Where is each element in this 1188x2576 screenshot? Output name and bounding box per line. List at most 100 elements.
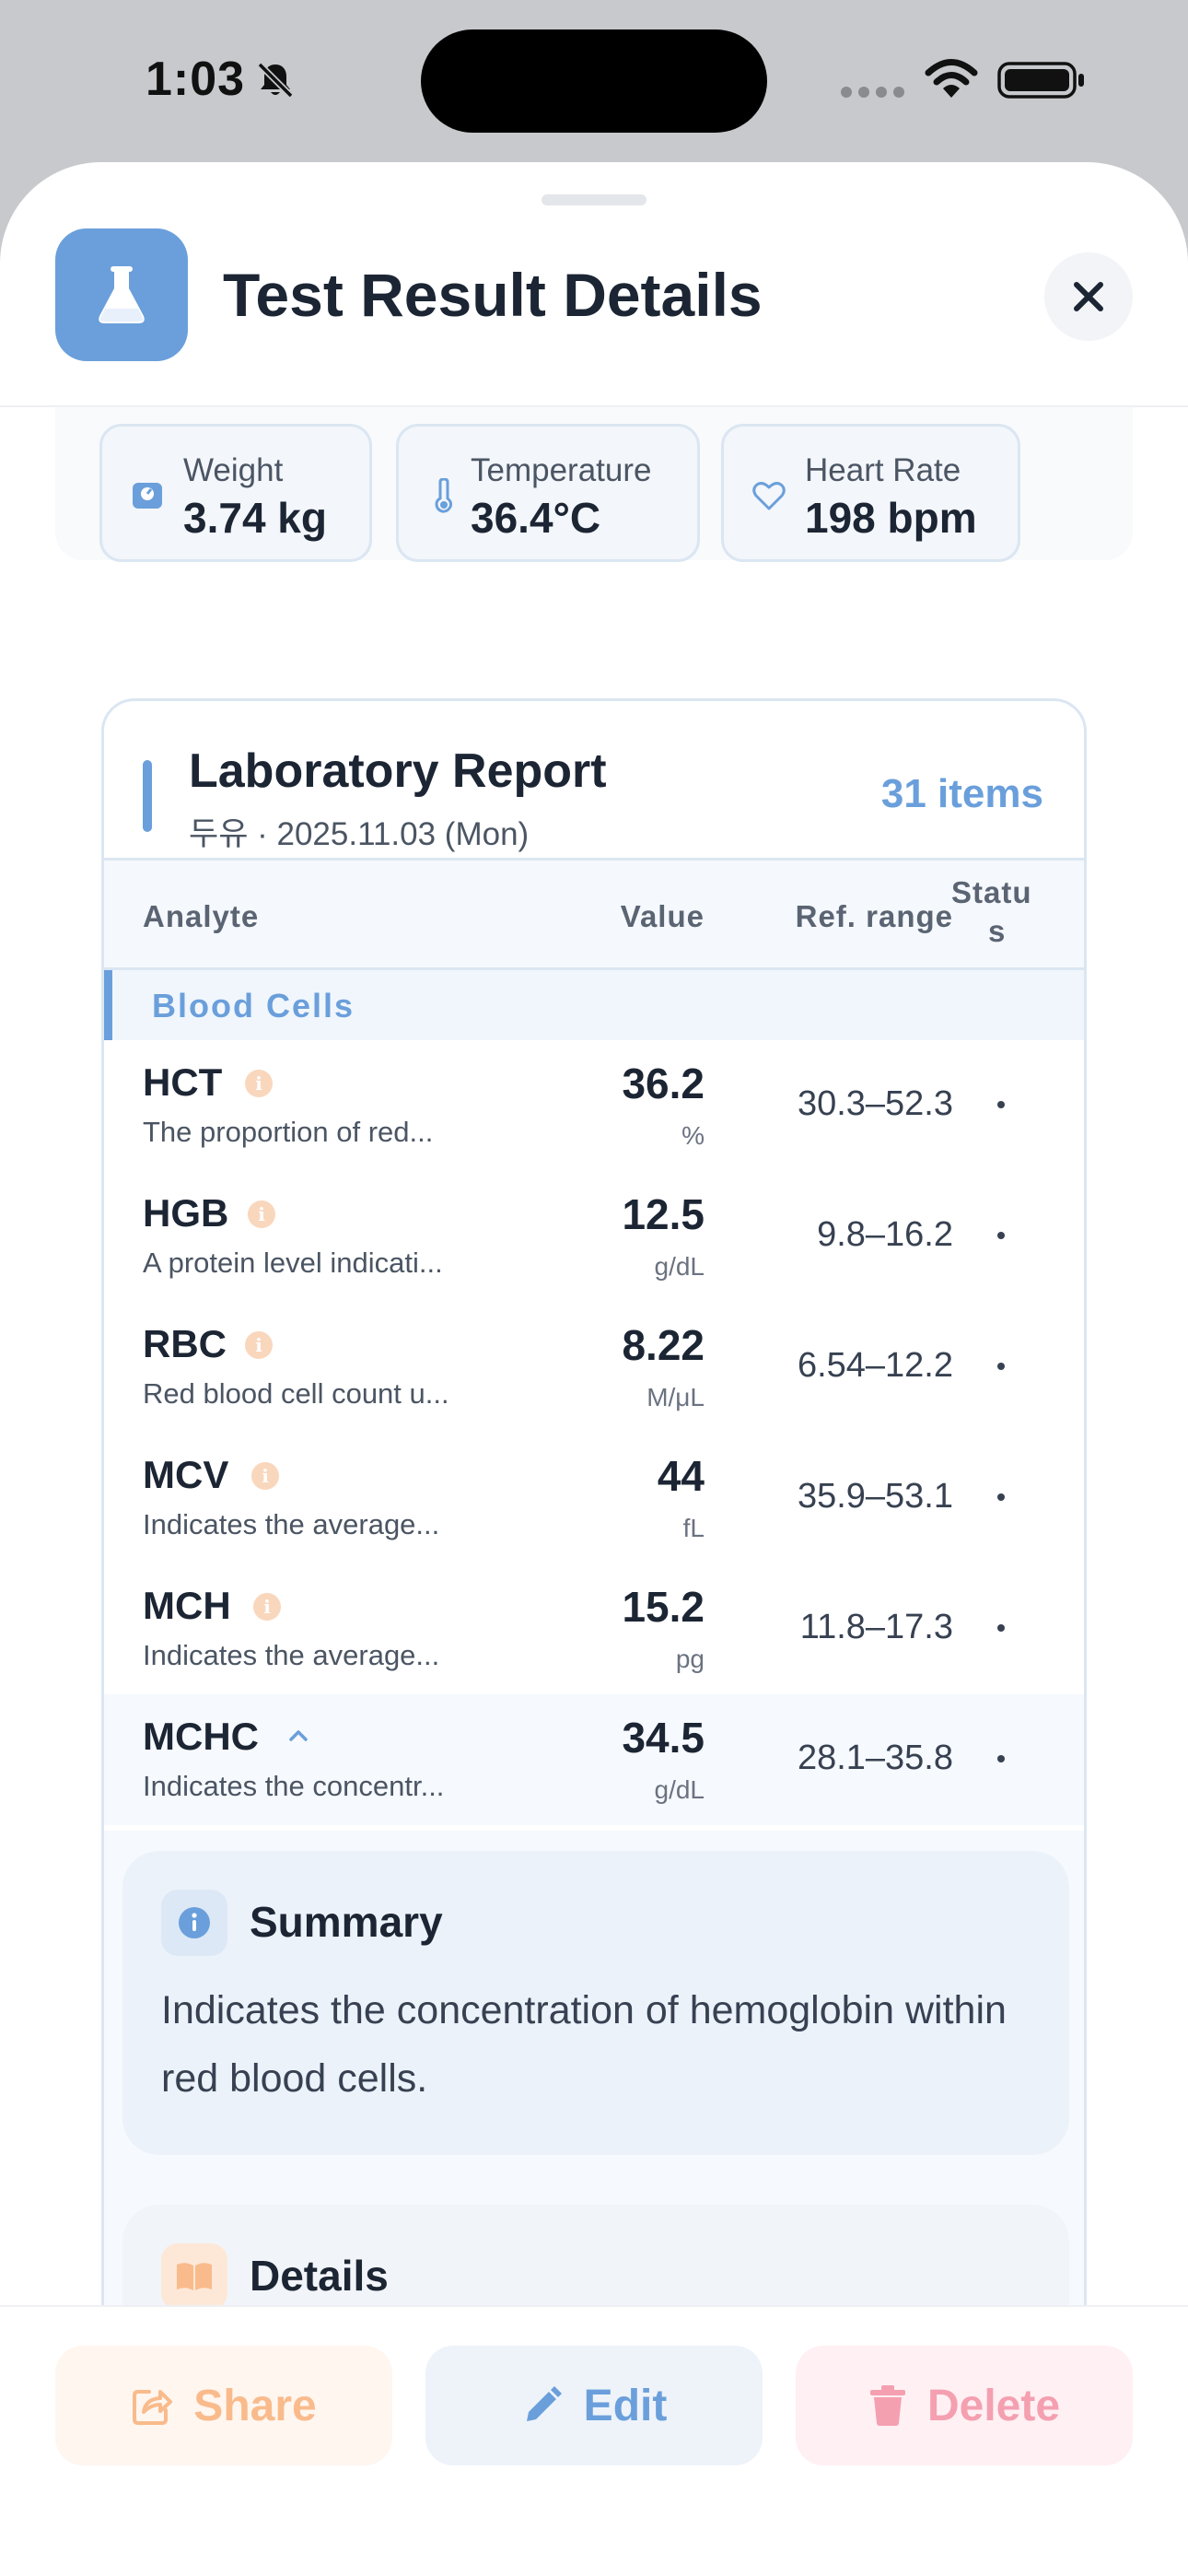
- vital-label: Weight: [183, 452, 284, 488]
- info-icon[interactable]: i: [248, 1200, 275, 1228]
- analyte-name: RBC: [143, 1322, 227, 1365]
- close-icon: [1074, 282, 1103, 311]
- thermometer-icon: [435, 478, 453, 513]
- heart-icon: [752, 482, 786, 510]
- analyte-unit: g/dL: [654, 1252, 705, 1281]
- summary-panel: Summary Indicates the concentration of h…: [122, 1851, 1069, 2155]
- summary-title: Summary: [250, 1898, 443, 1946]
- signal-dots-icon: [841, 87, 904, 98]
- analyte-value: 12.5: [622, 1190, 705, 1238]
- analyte-ref-range: 30.3–52.3: [797, 1084, 953, 1123]
- table-row[interactable]: RBC i Red blood cell count u... 8.22 M/μ…: [104, 1302, 1084, 1433]
- analyte-value: 36.2: [622, 1060, 705, 1107]
- share-label: Share: [193, 2381, 317, 2430]
- laboratory-report-card: Laboratory Report 두유 · 2025.11.03 (Mon) …: [101, 698, 1087, 2576]
- delete-button[interactable]: Delete: [796, 2346, 1133, 2465]
- analyte-description: Indicates the average...: [143, 1639, 440, 1671]
- column-status: Statu: [951, 875, 1032, 909]
- report-subtitle: 두유 · 2025.11.03 (Mon): [189, 816, 530, 852]
- info-icon[interactable]: i: [253, 1593, 281, 1621]
- analyte-description: Indicates the concentr...: [143, 1770, 445, 1802]
- status-bar: 1:03: [0, 0, 1188, 161]
- share-button[interactable]: Share: [55, 2346, 392, 2465]
- flask-icon: [55, 228, 188, 361]
- section-header-blood-cells: Blood Cells: [104, 970, 1084, 1040]
- chevron-up-icon[interactable]: [285, 1722, 312, 1750]
- analyte-name: MCHC: [143, 1715, 259, 1758]
- page-title: Test Result Details: [223, 261, 763, 329]
- pencil-icon: [526, 2386, 562, 2421]
- analyte-description: Indicates the average...: [143, 1508, 440, 1540]
- analyte-name: MCH: [143, 1584, 231, 1627]
- book-icon: [161, 2243, 227, 2310]
- analyte-unit: fL: [682, 1514, 705, 1542]
- info-icon[interactable]: i: [245, 1331, 273, 1359]
- vital-value: 3.74 kg: [183, 494, 327, 542]
- scale-icon: [133, 483, 162, 509]
- analyte-ref-range: 11.8–17.3: [799, 1608, 953, 1646]
- analyte-unit: %: [681, 1121, 705, 1150]
- table-row[interactable]: MCV i Indicates the average... 44 fL 35.…: [104, 1433, 1084, 1563]
- analyte-unit: g/dL: [654, 1775, 705, 1804]
- analyte-value: 34.5: [622, 1714, 705, 1762]
- dynamic-island: [421, 29, 767, 133]
- summary-text: Indicates the concentration of hemoglobi…: [161, 1988, 1007, 2101]
- sheet-header: Test Result Details: [0, 162, 1188, 407]
- vital-heart-rate: Heart Rate 198 bpm: [721, 424, 1020, 562]
- report-title: Laboratory Report: [189, 744, 607, 798]
- vital-temperature: Temperature 36.4°C: [396, 424, 700, 562]
- analyte-description: Red blood cell count u...: [143, 1377, 449, 1410]
- edit-button[interactable]: Edit: [425, 2346, 763, 2465]
- analyte-description: The proportion of red...: [143, 1116, 434, 1148]
- info-circle-icon: [161, 1890, 227, 1956]
- analyte-name: HGB: [143, 1191, 229, 1235]
- close-button[interactable]: [1044, 252, 1133, 341]
- status-dot: [997, 1755, 1005, 1762]
- analyte-name: HCT: [143, 1060, 223, 1104]
- details-title: Details: [250, 2252, 389, 2300]
- analyte-ref-range: 35.9–53.1: [797, 1477, 953, 1516]
- column-value: Value: [620, 899, 705, 933]
- status-dot: [997, 1101, 1005, 1108]
- column-range: Ref. range: [795, 899, 953, 933]
- analyte-unit: pg: [675, 1645, 705, 1673]
- vital-value: 36.4°C: [471, 494, 601, 542]
- report-item-count: 31 items: [880, 771, 1043, 816]
- action-bar: Share Edit Delete: [0, 2305, 1188, 2576]
- card-accent-bar: [143, 760, 152, 832]
- analyte-name: MCV: [143, 1453, 229, 1496]
- sheet-grabber[interactable]: [542, 194, 646, 205]
- column-analyte: Analyte: [143, 899, 260, 933]
- edit-label: Edit: [583, 2381, 668, 2430]
- table-row[interactable]: HGB i A protein level indicati... 12.5 g…: [104, 1171, 1084, 1302]
- battery-icon: [997, 62, 1084, 99]
- status-dot: [997, 1363, 1005, 1370]
- info-icon[interactable]: i: [251, 1462, 279, 1490]
- table-row-expanded[interactable]: MCHC Indicates the concentr... 34.5 g/dL…: [104, 1694, 1084, 1825]
- table-row[interactable]: HCT i The proportion of red... 36.2 % 30…: [104, 1040, 1084, 1171]
- analyte-ref-range: 9.8–16.2: [817, 1215, 953, 1254]
- analyte-ref-range: 6.54–12.2: [797, 1346, 953, 1385]
- delete-label: Delete: [926, 2381, 1061, 2430]
- bell-muted-icon: [257, 62, 294, 99]
- analyte-value: 44: [657, 1452, 705, 1500]
- vitals-panel: Weight 3.74 kg Temperature 36.4°C Heart …: [55, 407, 1133, 562]
- table-header: Analyte Value Ref. range Statu s: [104, 858, 1084, 970]
- status-dot: [997, 1493, 1005, 1501]
- status-dot: [997, 1624, 1005, 1632]
- analyte-description: A protein level indicati...: [143, 1247, 443, 1279]
- result-sheet: Test Result Details Weight 3.74 kg Tempe…: [0, 162, 1188, 2576]
- analyte-unit: M/μL: [646, 1383, 705, 1411]
- analyte-value: 8.22: [622, 1321, 705, 1369]
- analyte-value: 15.2: [622, 1583, 705, 1631]
- vital-value: 198 bpm: [805, 494, 977, 542]
- info-icon[interactable]: i: [245, 1070, 273, 1097]
- trash-icon: [869, 2385, 905, 2426]
- section-label: Blood Cells: [152, 987, 355, 1025]
- column-status-wrap: s: [988, 914, 1007, 948]
- wifi-icon: [925, 59, 978, 98]
- status-dot: [997, 1232, 1005, 1239]
- vital-weight: Weight 3.74 kg: [99, 424, 372, 562]
- vital-label: Heart Rate: [805, 452, 961, 488]
- table-row[interactable]: MCH i Indicates the average... 15.2 pg 1…: [104, 1563, 1084, 1694]
